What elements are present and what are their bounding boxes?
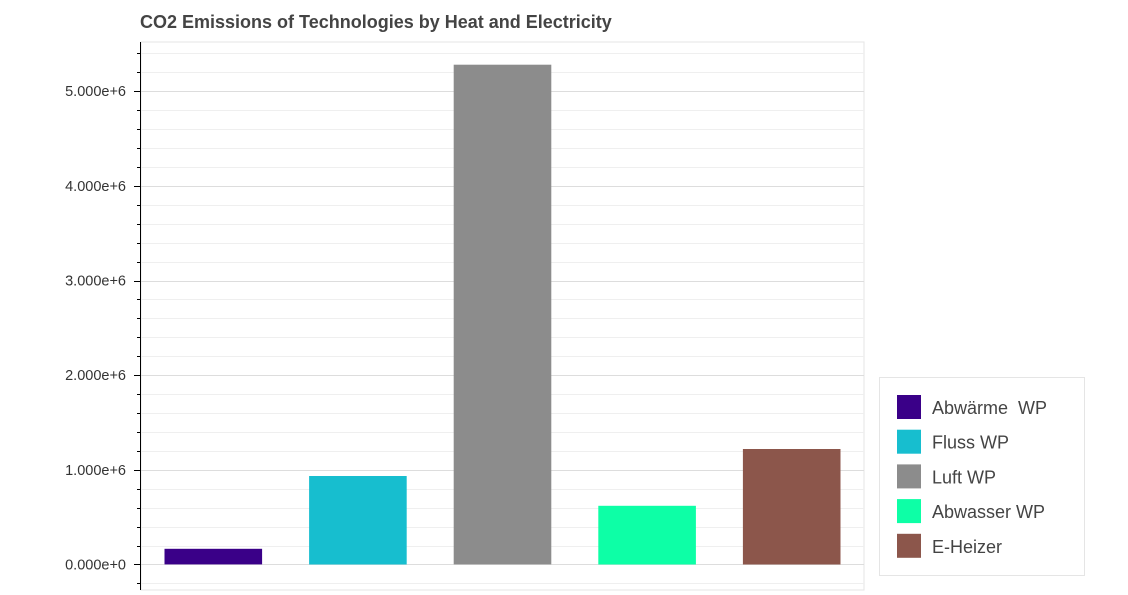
- chart-title: CO2 Emissions of Technologies by Heat an…: [140, 12, 612, 32]
- y-axis: 0.000e+0 1.000e+6 2.000e+6 3.000e+6 4.000e+6…: [65, 42, 141, 590]
- legend-label: Abwasser WP: [932, 502, 1045, 522]
- legend-label: Luft WP: [932, 467, 996, 487]
- legend-swatch: [897, 499, 921, 524]
- bar-e-heizer: [742, 449, 841, 565]
- legend-label: E-Heizer: [932, 537, 1002, 557]
- legend-swatch: [897, 464, 921, 489]
- bar-abw-rme-wp: [164, 548, 263, 565]
- legend-label: Abwärme WP: [932, 398, 1047, 418]
- legend-label: Fluss WP: [932, 433, 1009, 453]
- bars-group: [164, 64, 841, 565]
- y-tick-label: 0.000e+0: [65, 557, 126, 573]
- legend-swatch: [897, 533, 921, 558]
- legend-swatch: [897, 395, 921, 419]
- legend: Abwärme WP Fluss WP Luft WP Abwasser WP E-He…: [879, 377, 1085, 576]
- bar-fluss-wp: [309, 476, 407, 565]
- legend-swatch: [897, 429, 921, 454]
- bar-luft-wp: [453, 64, 552, 565]
- y-tick-label: 3.000e+6: [65, 274, 126, 290]
- y-tick-label: 5.000e+6: [65, 84, 126, 100]
- y-tick-label: 2.000e+6: [65, 368, 126, 384]
- bar-abwasser-wp: [598, 505, 696, 565]
- y-tick-label: 4.000e+6: [65, 179, 126, 195]
- y-tick-label: 1.000e+6: [65, 463, 126, 479]
